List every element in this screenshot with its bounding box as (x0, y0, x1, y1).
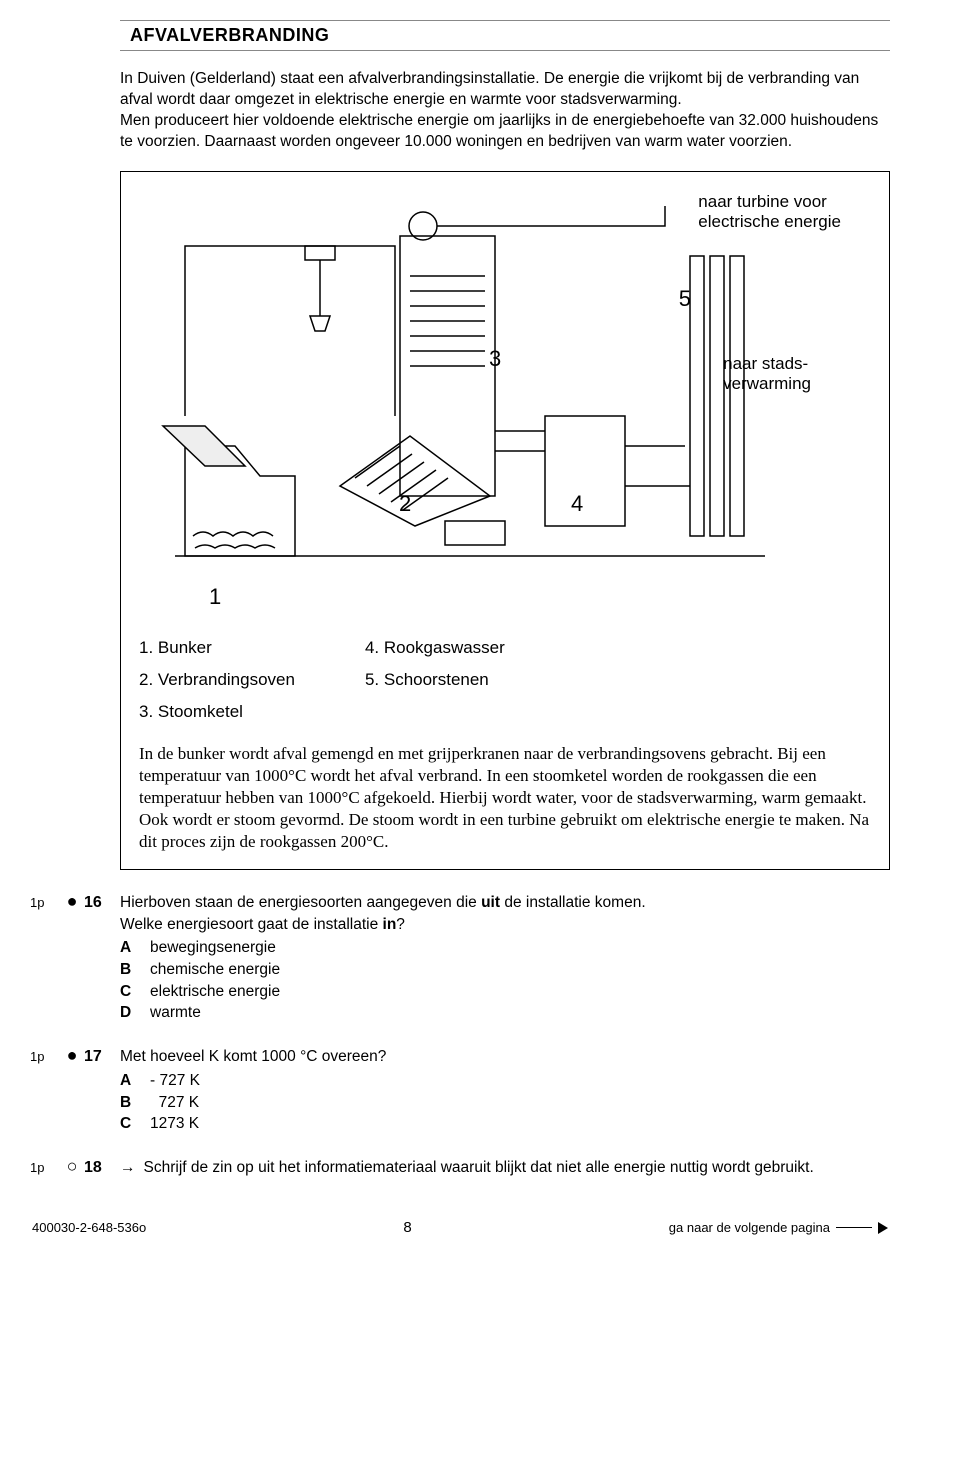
points-label: 1p (30, 1046, 60, 1066)
legend-item: 3. Stoomketel (139, 696, 295, 728)
diagram-legend: 1. Bunker 2. Verbrandingsoven 3. Stoomke… (139, 632, 871, 729)
triangle-icon (878, 1222, 888, 1234)
question-text: →Schrijf de zin op uit het informatiemat… (120, 1157, 890, 1179)
option-B[interactable]: Bchemische energie (120, 959, 890, 981)
intro-text: In Duiven (Gelderland) staat een afvalve… (120, 69, 890, 153)
legend-item: 4. Rookgaswasser (365, 632, 505, 664)
option-C[interactable]: C1273 K (120, 1113, 890, 1135)
label-text: verwarming (723, 374, 811, 393)
plant-diagram-svg (139, 186, 871, 626)
question-number: 18 (84, 1157, 120, 1179)
diagram-num-4: 4 (571, 491, 583, 517)
diagram-label-turbine: naar turbine voor electrische energie (698, 192, 841, 233)
footer-next: ga naar de volgende pagina (669, 1220, 888, 1235)
diagram-num-1: 1 (209, 584, 221, 610)
legend-item: 5. Schoorstenen (365, 664, 505, 696)
closed-marker-icon: ● (60, 892, 84, 910)
diagram-num-3: 3 (489, 346, 501, 372)
figure-explanation: In de bunker wordt afval gemengd en met … (139, 743, 871, 853)
label-text: naar stads- (723, 354, 808, 373)
question-text: Hierboven staan de energiesoorten aangeg… (120, 892, 890, 935)
question-17: 1p ● 17 Met hoeveel K komt 1000 °C overe… (30, 1046, 890, 1135)
question-16: 1p ● 16 Hierboven staan de energiesoorte… (30, 892, 890, 1024)
closed-marker-icon: ● (60, 1046, 84, 1064)
section-heading: AFVALVERBRANDING (120, 20, 890, 51)
question-number: 17 (84, 1046, 120, 1068)
option-B[interactable]: B 727 K (120, 1092, 890, 1114)
legend-item: 1. Bunker (139, 632, 295, 664)
question-18: 1p ○ 18 →Schrijf de zin op uit het infor… (30, 1157, 890, 1179)
diagram-label-stads: naar stads- verwarming (723, 354, 811, 395)
legend-item: 2. Verbrandingsoven (139, 664, 295, 696)
diagram: naar turbine voor electrische energie na… (139, 186, 871, 626)
question-number: 16 (84, 892, 120, 914)
label-text: electrische energie (698, 212, 841, 231)
page-footer: 400030-2-648-536o 8 ga naar de volgende … (30, 1219, 890, 1236)
option-A[interactable]: Abewegingsenergie (120, 937, 890, 959)
page-number: 8 (403, 1219, 411, 1236)
diagram-num-2: 2 (399, 491, 411, 517)
footer-code: 400030-2-648-536o (32, 1220, 146, 1235)
option-D[interactable]: Dwarmte (120, 1002, 890, 1024)
option-C[interactable]: Celektrische energie (120, 981, 890, 1003)
open-marker-icon: ○ (60, 1157, 84, 1175)
line-icon (836, 1227, 872, 1228)
label-text: naar turbine voor (698, 192, 827, 211)
points-label: 1p (30, 892, 60, 912)
question-text: Met hoeveel K komt 1000 °C overeen? (120, 1046, 890, 1068)
option-A[interactable]: A- 727 K (120, 1070, 890, 1092)
arrow-icon: → (120, 1159, 136, 1176)
points-label: 1p (30, 1157, 60, 1177)
diagram-num-5: 5 (679, 286, 691, 312)
figure-box: naar turbine voor electrische energie na… (120, 171, 890, 870)
